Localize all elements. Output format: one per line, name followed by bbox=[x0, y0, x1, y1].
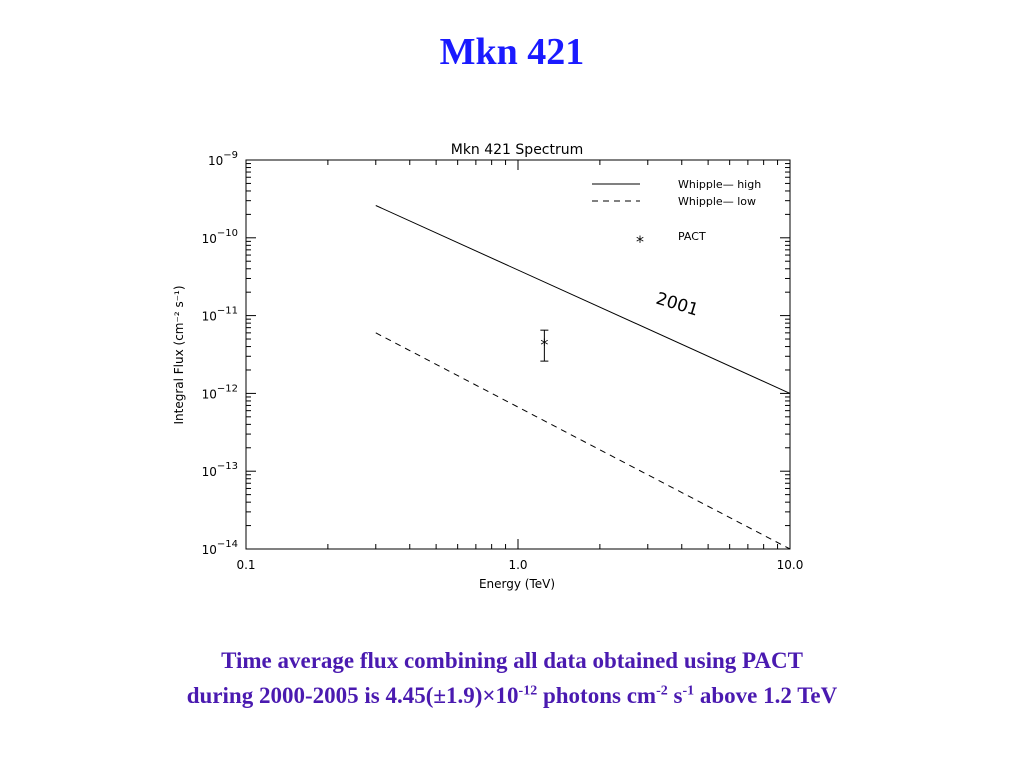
legend-label: Whipple— low bbox=[678, 195, 756, 208]
legend-marker: * bbox=[636, 232, 644, 251]
y-tick-label-exponent: −13 bbox=[217, 461, 238, 472]
y-tick-label: 10−14 bbox=[202, 539, 238, 557]
y-tick-label-exponent: −9 bbox=[223, 150, 238, 161]
x-tick-label: 1.0 bbox=[508, 558, 527, 572]
y-tick-label: 10−13 bbox=[202, 461, 238, 479]
x-tick-label: 0.1 bbox=[236, 558, 255, 572]
y-tick-label: 10−11 bbox=[202, 306, 238, 324]
y-tick-label-exponent: −10 bbox=[217, 228, 238, 239]
caption-text-d: above 1.2 TeV bbox=[694, 683, 838, 708]
y-tick-label: 10−12 bbox=[202, 383, 238, 401]
caption-text-b: photons cm bbox=[537, 683, 657, 708]
caption-line-1: Time average flux combining all data obt… bbox=[221, 648, 803, 673]
caption-text-c: s bbox=[667, 683, 683, 708]
y-axis-label: Integral Flux (cm⁻² s⁻¹) bbox=[172, 285, 186, 424]
y-tick-label-base: 10 bbox=[202, 465, 217, 479]
y-tick-label: 10−10 bbox=[202, 228, 238, 246]
series-line-whipple-low bbox=[375, 332, 791, 550]
caption-exponent-cm: -2 bbox=[656, 683, 668, 699]
legend-label: Whipple— high bbox=[678, 178, 761, 191]
y-tick-label: 10−9 bbox=[208, 150, 238, 168]
caption-text-a: during 2000-2005 is 4.45(±1.9)×10 bbox=[186, 683, 519, 708]
series-line-whipple-high bbox=[375, 205, 791, 394]
axis-ticks bbox=[245, 160, 790, 550]
x-tick-labels: 0.1 1.0 10.0 bbox=[236, 558, 803, 572]
y-tick-label-base: 10 bbox=[202, 387, 217, 401]
data-series: * bbox=[375, 205, 791, 550]
caption-exponent-flux: -12 bbox=[518, 683, 538, 699]
caption-exponent-s: -1 bbox=[682, 683, 695, 699]
x-tick-label: 10.0 bbox=[777, 558, 804, 572]
legend: Whipple— high Whipple— low * PACT bbox=[592, 178, 761, 251]
y-tick-label-exponent: −14 bbox=[217, 539, 238, 550]
y-tick-label-exponent: −12 bbox=[217, 383, 238, 394]
pact-data-point: * bbox=[540, 335, 548, 354]
y-tick-label-base: 10 bbox=[208, 154, 223, 168]
chart-title: Mkn 421 Spectrum bbox=[451, 142, 584, 158]
y-tick-label-exponent: −11 bbox=[217, 306, 238, 317]
caption-line-2: during 2000-2005 is 4.45(±1.9)×10-12 pho… bbox=[0, 683, 1024, 709]
y-tick-label-base: 10 bbox=[202, 543, 217, 557]
y-tick-label-base: 10 bbox=[202, 310, 217, 324]
plot-frame bbox=[245, 159, 791, 550]
y-tick-label-base: 10 bbox=[202, 232, 217, 246]
x-axis-label: Energy (TeV) bbox=[479, 577, 555, 591]
slide-title: Mkn 421 bbox=[439, 31, 585, 73]
annotations: 2001 bbox=[654, 289, 701, 321]
legend-label: PACT bbox=[678, 230, 706, 243]
annotation-2001: 2001 bbox=[654, 289, 701, 321]
